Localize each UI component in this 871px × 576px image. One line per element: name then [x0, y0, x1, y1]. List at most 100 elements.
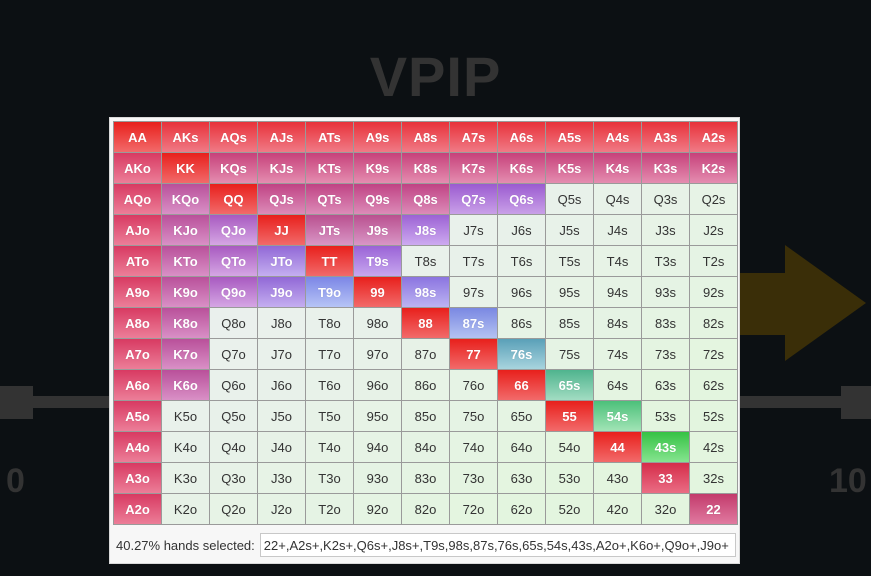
hand-cell-83s[interactable]: 83s: [642, 308, 690, 339]
hand-cell-64s[interactable]: 64s: [594, 370, 642, 401]
hand-cell-95o[interactable]: 95o: [354, 401, 402, 432]
hand-cell-J9o[interactable]: J9o: [258, 277, 306, 308]
hand-cell-J6s[interactable]: J6s: [498, 215, 546, 246]
hand-cell-J4s[interactable]: J4s: [594, 215, 642, 246]
hand-cell-A5s[interactable]: A5s: [546, 122, 594, 153]
hand-cell-85s[interactable]: 85s: [546, 308, 594, 339]
hand-cell-J2s[interactable]: J2s: [690, 215, 738, 246]
hand-cell-87s[interactable]: 87s: [450, 308, 498, 339]
hand-cell-52s[interactable]: 52s: [690, 401, 738, 432]
slider-min-handle[interactable]: [0, 386, 33, 419]
hand-cell-AQo[interactable]: AQo: [114, 184, 162, 215]
hand-cell-Q3o[interactable]: Q3o: [210, 463, 258, 494]
hand-cell-96o[interactable]: 96o: [354, 370, 402, 401]
hand-cell-KQs[interactable]: KQs: [210, 153, 258, 184]
slider-track-left[interactable]: [30, 396, 110, 408]
hand-cell-K5s[interactable]: K5s: [546, 153, 594, 184]
hand-cell-55[interactable]: 55: [546, 401, 594, 432]
hand-cell-Q8s[interactable]: Q8s: [402, 184, 450, 215]
hand-cell-75s[interactable]: 75s: [546, 339, 594, 370]
hand-cell-K9o[interactable]: K9o: [162, 277, 210, 308]
hand-cell-93s[interactable]: 93s: [642, 277, 690, 308]
hand-cell-88[interactable]: 88: [402, 308, 450, 339]
hand-cell-A8o[interactable]: A8o: [114, 308, 162, 339]
hand-cell-A6o[interactable]: A6o: [114, 370, 162, 401]
hand-cell-82s[interactable]: 82s: [690, 308, 738, 339]
hand-cell-A7s[interactable]: A7s: [450, 122, 498, 153]
hand-cell-AQs[interactable]: AQs: [210, 122, 258, 153]
hand-cell-A9o[interactable]: A9o: [114, 277, 162, 308]
hand-cell-T9o[interactable]: T9o: [306, 277, 354, 308]
hand-cell-KTs[interactable]: KTs: [306, 153, 354, 184]
hand-cell-K3s[interactable]: K3s: [642, 153, 690, 184]
hand-cell-ATs[interactable]: ATs: [306, 122, 354, 153]
hand-cell-33[interactable]: 33: [642, 463, 690, 494]
hand-cell-T3s[interactable]: T3s: [642, 246, 690, 277]
hand-cell-Q4s[interactable]: Q4s: [594, 184, 642, 215]
hand-cell-T7s[interactable]: T7s: [450, 246, 498, 277]
hand-cell-53s[interactable]: 53s: [642, 401, 690, 432]
hand-cell-K7s[interactable]: K7s: [450, 153, 498, 184]
hand-cell-98s[interactable]: 98s: [402, 277, 450, 308]
hand-cell-AKs[interactable]: AKs: [162, 122, 210, 153]
hand-cell-72o[interactable]: 72o: [450, 494, 498, 525]
hand-cell-AJo[interactable]: AJo: [114, 215, 162, 246]
hand-cell-22[interactable]: 22: [690, 494, 738, 525]
hand-cell-J3o[interactable]: J3o: [258, 463, 306, 494]
hand-cell-J7s[interactable]: J7s: [450, 215, 498, 246]
hand-cell-J4o[interactable]: J4o: [258, 432, 306, 463]
hand-cell-J8o[interactable]: J8o: [258, 308, 306, 339]
hand-cell-64o[interactable]: 64o: [498, 432, 546, 463]
hand-cell-42s[interactable]: 42s: [690, 432, 738, 463]
hand-cell-AA[interactable]: AA: [114, 122, 162, 153]
hand-cell-74o[interactable]: 74o: [450, 432, 498, 463]
hand-cell-JJ[interactable]: JJ: [258, 215, 306, 246]
hand-cell-97s[interactable]: 97s: [450, 277, 498, 308]
hand-cell-J3s[interactable]: J3s: [642, 215, 690, 246]
hand-cell-Q2o[interactable]: Q2o: [210, 494, 258, 525]
hand-cell-T8s[interactable]: T8s: [402, 246, 450, 277]
hand-cell-KJo[interactable]: KJo: [162, 215, 210, 246]
hand-cell-Q8o[interactable]: Q8o: [210, 308, 258, 339]
hand-cell-99[interactable]: 99: [354, 277, 402, 308]
hand-cell-T4o[interactable]: T4o: [306, 432, 354, 463]
hand-cell-JTo[interactable]: JTo: [258, 246, 306, 277]
hand-cell-Q6s[interactable]: Q6s: [498, 184, 546, 215]
hand-cell-86o[interactable]: 86o: [402, 370, 450, 401]
hand-cell-96s[interactable]: 96s: [498, 277, 546, 308]
hand-cell-82o[interactable]: 82o: [402, 494, 450, 525]
hand-cell-93o[interactable]: 93o: [354, 463, 402, 494]
hand-cell-KK[interactable]: KK: [162, 153, 210, 184]
slider-max-handle[interactable]: [841, 386, 871, 419]
hand-cell-AJs[interactable]: AJs: [258, 122, 306, 153]
hand-cell-75o[interactable]: 75o: [450, 401, 498, 432]
hand-cell-J9s[interactable]: J9s: [354, 215, 402, 246]
hand-cell-Q9o[interactable]: Q9o: [210, 277, 258, 308]
hand-cell-74s[interactable]: 74s: [594, 339, 642, 370]
hand-cell-A4o[interactable]: A4o: [114, 432, 162, 463]
hand-cell-T2s[interactable]: T2s: [690, 246, 738, 277]
hand-cell-Q4o[interactable]: Q4o: [210, 432, 258, 463]
hand-cell-Q9s[interactable]: Q9s: [354, 184, 402, 215]
hand-cell-K8o[interactable]: K8o: [162, 308, 210, 339]
hand-cell-QTo[interactable]: QTo: [210, 246, 258, 277]
hand-cell-A4s[interactable]: A4s: [594, 122, 642, 153]
hand-cell-QQ[interactable]: QQ: [210, 184, 258, 215]
hand-cell-42o[interactable]: 42o: [594, 494, 642, 525]
hand-cell-73s[interactable]: 73s: [642, 339, 690, 370]
range-text-input[interactable]: [259, 533, 736, 557]
hand-cell-53o[interactable]: 53o: [546, 463, 594, 494]
hand-cell-84s[interactable]: 84s: [594, 308, 642, 339]
hand-cell-K6o[interactable]: K6o: [162, 370, 210, 401]
hand-cell-85o[interactable]: 85o: [402, 401, 450, 432]
hand-cell-A6s[interactable]: A6s: [498, 122, 546, 153]
hand-cell-54s[interactable]: 54s: [594, 401, 642, 432]
hand-cell-87o[interactable]: 87o: [402, 339, 450, 370]
hand-cell-62o[interactable]: 62o: [498, 494, 546, 525]
hand-cell-T6o[interactable]: T6o: [306, 370, 354, 401]
hand-cell-J5s[interactable]: J5s: [546, 215, 594, 246]
hand-cell-Q5s[interactable]: Q5s: [546, 184, 594, 215]
hand-cell-65o[interactable]: 65o: [498, 401, 546, 432]
hand-cell-62s[interactable]: 62s: [690, 370, 738, 401]
hand-cell-63o[interactable]: 63o: [498, 463, 546, 494]
